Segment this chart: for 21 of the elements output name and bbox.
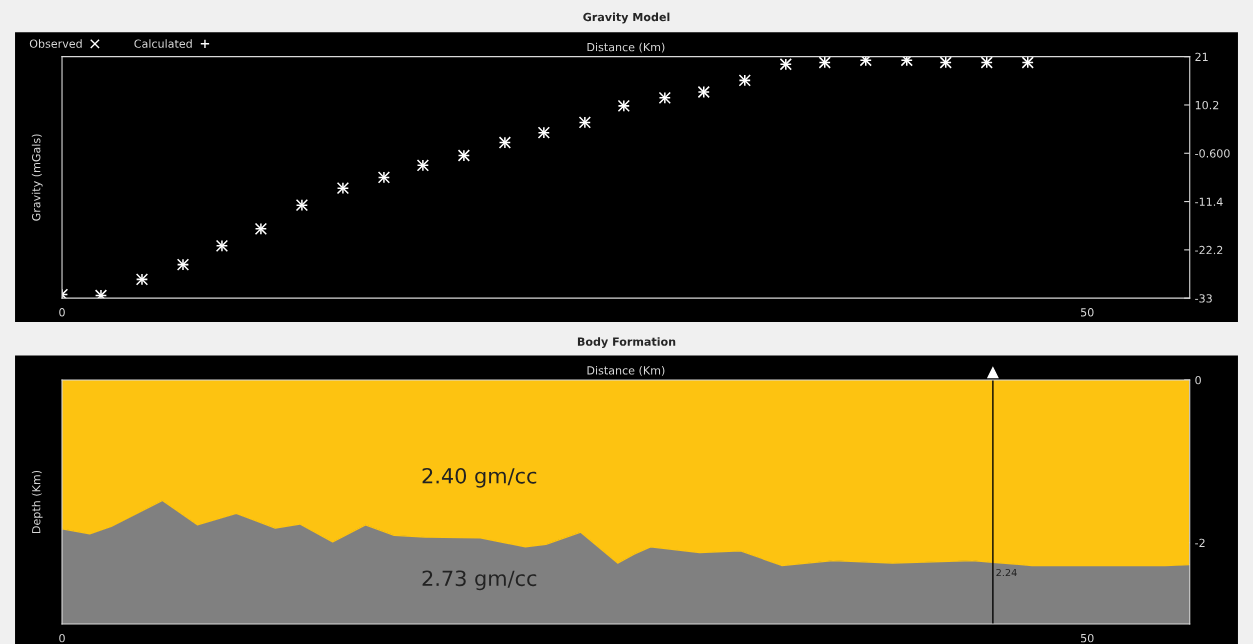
y-tick-label: -2 [1195, 538, 1205, 547]
y-tick-label: 21 [1195, 52, 1208, 61]
x-axis-title: Distance (Km) [587, 365, 665, 376]
y-tick-label: 10.2 [1195, 100, 1219, 110]
y-tick-label: -11.4 [1195, 197, 1223, 206]
annotation: 2.24 [996, 568, 1017, 577]
y-tick-label: -0.600 [1195, 149, 1230, 158]
x-axis-title: Distance (Km) [587, 42, 665, 53]
x-tick-label: 50 [1080, 308, 1094, 317]
series-label: 2.40 gm/cc [422, 467, 537, 488]
y-tick-label: -33 [1195, 294, 1212, 303]
series-label: 2.73 gm/cc [422, 570, 537, 591]
y-axis-title: Depth (Km) [31, 470, 43, 533]
chart-title: Gravity Model [583, 12, 670, 24]
chart-title: Body Formation [577, 337, 676, 349]
legend-label: Observed [29, 39, 82, 48]
y-axis-title: Gravity (mGals) [31, 134, 43, 221]
y-tick-label: -22.2 [1195, 245, 1223, 255]
x-tick-label: 50 [1080, 633, 1094, 643]
y-tick-label: 0 [1195, 375, 1201, 385]
legend-label: Calculated [134, 39, 192, 48]
